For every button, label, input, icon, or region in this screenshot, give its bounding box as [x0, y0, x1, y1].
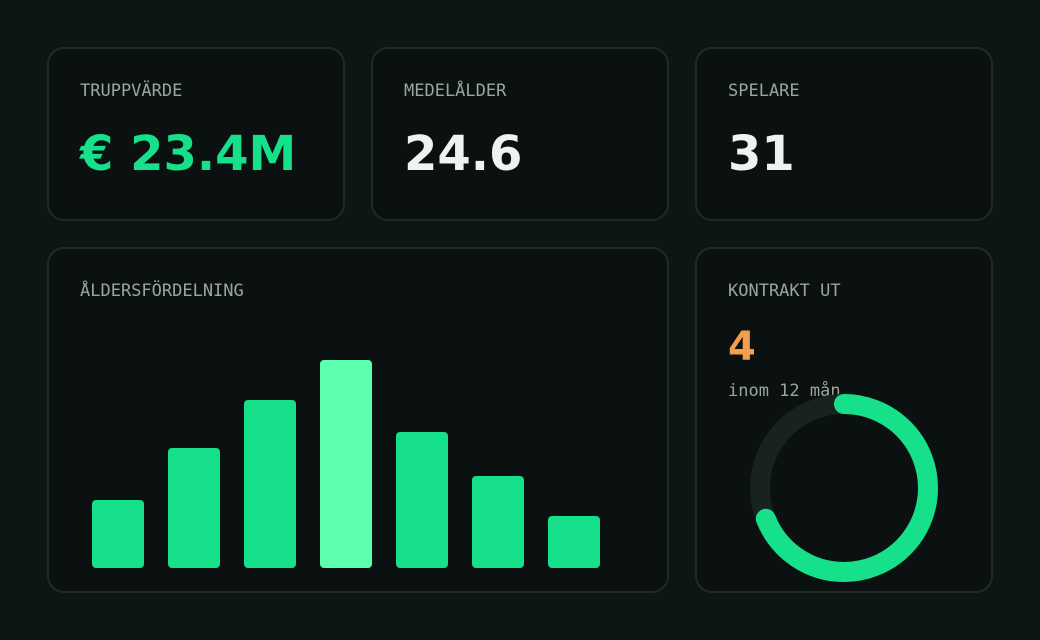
- kpi-card: [371, 47, 669, 221]
- kpi-value: € 23.4M: [79, 126, 296, 182]
- contracts-value: 4: [728, 324, 756, 370]
- bar: [472, 476, 524, 568]
- bar: [244, 400, 296, 568]
- kpi-label: TRUPPVÄRDE: [80, 80, 182, 101]
- bar: [320, 360, 372, 568]
- kpi-label: SPELARE: [728, 81, 800, 101]
- contracts-note: inom 12 mån: [728, 380, 841, 401]
- chart-title: ÅLDERSFÖRDELNING: [80, 279, 244, 301]
- kpi-card: [47, 47, 345, 221]
- kpi-value: 24.6: [404, 126, 522, 182]
- ring-arc: [750, 394, 938, 582]
- kpi-label: MEDELÅLDER: [404, 79, 507, 101]
- bar: [548, 516, 600, 568]
- bar: [396, 432, 448, 568]
- kpi-card: [695, 47, 993, 221]
- bar: [92, 500, 144, 568]
- bar: [168, 448, 220, 568]
- kpi-value: 31: [728, 126, 795, 182]
- contracts-label: KONTRAKT UT: [728, 281, 841, 301]
